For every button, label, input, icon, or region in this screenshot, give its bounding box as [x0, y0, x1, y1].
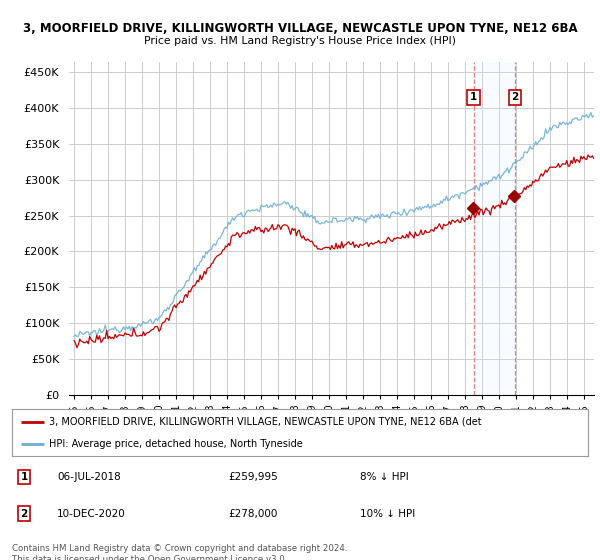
Text: 1: 1 [20, 472, 28, 482]
Text: 8% ↓ HPI: 8% ↓ HPI [360, 472, 409, 482]
Bar [473, 62, 515, 395]
Text: Price paid vs. HM Land Registry's House Price Index (HPI): Price paid vs. HM Land Registry's House … [144, 36, 456, 46]
Text: 3, MOORFIELD DRIVE, KILLINGWORTH VILLAGE, NEWCASTLE UPON TYNE, NE12 6BA (det: 3, MOORFIELD DRIVE, KILLINGWORTH VILLAGE… [49, 417, 482, 427]
Text: HPI: Average price, detached house, North Tyneside: HPI: Average price, detached house, Nort… [49, 438, 303, 449]
Text: 10% ↓ HPI: 10% ↓ HPI [360, 508, 415, 519]
Text: £259,995: £259,995 [228, 472, 278, 482]
Text: 1: 1 [470, 92, 477, 102]
Text: 2: 2 [511, 92, 518, 102]
Text: 2: 2 [20, 508, 28, 519]
Text: 10-DEC-2020: 10-DEC-2020 [57, 508, 126, 519]
Text: £278,000: £278,000 [228, 508, 277, 519]
Text: 06-JUL-2018: 06-JUL-2018 [57, 472, 121, 482]
Text: Contains HM Land Registry data © Crown copyright and database right 2024.
This d: Contains HM Land Registry data © Crown c… [12, 544, 347, 560]
Text: 3, MOORFIELD DRIVE, KILLINGWORTH VILLAGE, NEWCASTLE UPON TYNE, NE12 6BA: 3, MOORFIELD DRIVE, KILLINGWORTH VILLAGE… [23, 22, 577, 35]
